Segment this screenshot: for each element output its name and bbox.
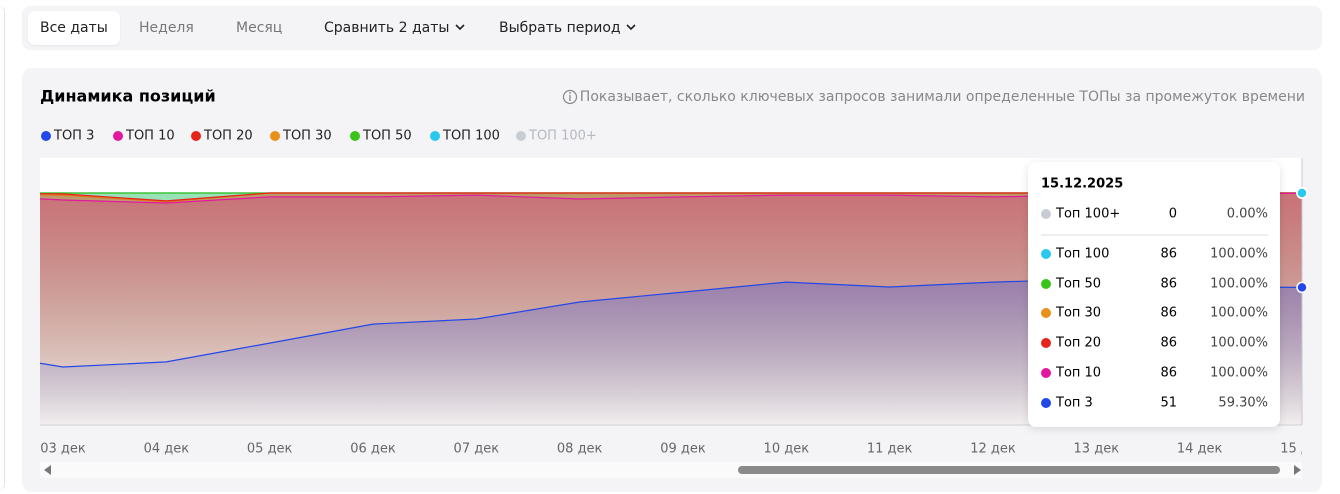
legend-item[interactable]: ТОП 30 [270, 129, 332, 144]
tooltip-count: 86 [1160, 366, 1177, 381]
legend-swatch [41, 131, 51, 141]
chevron [626, 24, 636, 31]
x-tick-label: 06 дек [350, 442, 396, 457]
legend-swatch [113, 131, 123, 141]
legend-label: ТОП 20 [203, 129, 253, 144]
info-text: Показывает, сколько ключевых запросов за… [580, 89, 1305, 105]
tooltip [1028, 162, 1280, 427]
tooltip-name: Топ 20 [1055, 336, 1101, 351]
x-tick-label: 10 дек [764, 442, 810, 457]
tooltip-swatch [1041, 308, 1051, 318]
legend-item[interactable]: ТОП 20 [191, 129, 253, 144]
area [40, 279, 1302, 425]
legend-label: ТОП 10 [125, 129, 175, 144]
tooltip-name: Топ 50 [1055, 277, 1101, 292]
legend-swatch [516, 131, 526, 141]
tooltip-swatch [1041, 368, 1051, 378]
tooltip-count: 51 [1160, 396, 1177, 411]
tooltip-percent: 100.00% [1210, 277, 1268, 292]
x-tick-label: 03 дек [40, 442, 86, 457]
x-tick-label: 04 дек [144, 442, 190, 457]
dropdown[interactable]: Сравнить 2 даты [312, 11, 478, 45]
info-icon [562, 89, 578, 105]
dropdown[interactable]: Выбрать период [487, 11, 649, 45]
legend-item[interactable]: ТОП 100+ [516, 129, 597, 144]
hover-dot [1296, 187, 1308, 199]
tab-bar: Все даты Неделя Месяц Сравнить 2 даты Вы… [22, 6, 1322, 50]
tooltip-percent: 100.00% [1210, 336, 1268, 351]
tooltip-name: Топ 100 [1055, 247, 1109, 262]
tooltip-count: 86 [1160, 336, 1177, 351]
tooltip-count: 86 [1160, 277, 1177, 292]
tooltip-name: Топ 100+ [1055, 207, 1120, 222]
x-tick-label: 07 дек [454, 442, 500, 457]
legend-label: ТОП 3 [53, 129, 94, 144]
tab-label: Сравнить 2 даты [324, 20, 450, 36]
tooltip-name: Топ 30 [1055, 306, 1101, 321]
legend-label: ТОП 30 [282, 129, 332, 144]
tooltip-percent: 0.00% [1227, 207, 1268, 222]
chevron [455, 24, 465, 31]
scroll-right[interactable] [1294, 465, 1301, 475]
legend-swatch [350, 131, 360, 141]
legend-swatch [430, 131, 440, 141]
side-edge [0, 6, 5, 490]
legend-item[interactable]: ТОП 10 [113, 129, 175, 144]
tooltip-percent: 100.00% [1210, 247, 1268, 262]
tooltip-percent: 59.30% [1218, 396, 1268, 411]
x-tick-label: 15 дек [1280, 442, 1326, 457]
tooltip-name: Топ 10 [1055, 366, 1101, 381]
x-tick-label: 13 дек [1074, 442, 1120, 457]
tab-label: Выбрать период [499, 20, 621, 36]
scroll-left[interactable] [44, 465, 51, 475]
legend-label: ТОП 50 [362, 129, 412, 144]
tooltip-name: Топ 3 [1055, 396, 1093, 411]
tooltip-swatch [1041, 209, 1051, 219]
legend-label: ТОП 100+ [528, 129, 597, 144]
legend-label: ТОП 100 [442, 129, 500, 144]
tooltip-date: 15.12.2025 [1041, 177, 1123, 192]
x-tick-label: 05 дек [247, 442, 293, 457]
x-tick-label: 09 дек [660, 442, 706, 457]
tooltip-count: 0 [1169, 207, 1177, 222]
tooltip-swatch [1041, 279, 1051, 289]
tab[interactable]: Неделя [139, 20, 194, 36]
x-tick-label: 11 дек [867, 442, 913, 457]
legend-item[interactable]: ТОП 50 [350, 129, 412, 144]
tooltip-count: 86 [1160, 247, 1177, 262]
hover-dot [1296, 281, 1308, 294]
tooltip-percent: 100.00% [1210, 366, 1268, 381]
card-title: Динамика позиций [40, 87, 216, 106]
legend-item[interactable]: ТОП 3 [41, 129, 94, 144]
tooltip-swatch [1041, 398, 1051, 408]
x-tick-label: 14 дек [1177, 442, 1223, 457]
x-tick-label: 08 дек [557, 442, 603, 457]
scrollbar-thumb[interactable] [738, 466, 1280, 474]
tooltip-count: 86 [1160, 306, 1177, 321]
tab[interactable]: Месяц [236, 20, 283, 36]
tooltip-swatch [1041, 338, 1051, 348]
tooltip-swatch [1041, 249, 1051, 259]
tab[interactable]: Все даты [28, 11, 120, 45]
tooltip-percent: 100.00% [1210, 306, 1268, 321]
x-tick-label: 12 дек [970, 442, 1016, 457]
legend-swatch [191, 131, 201, 141]
legend-item[interactable]: ТОП 100 [430, 129, 500, 144]
legend-swatch [270, 131, 280, 141]
